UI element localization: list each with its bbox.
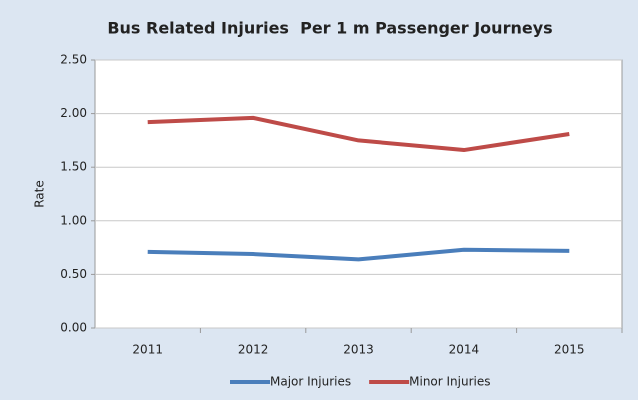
- plot-area: [94, 59, 623, 329]
- x-tick-label: 2015: [554, 343, 585, 357]
- y-axis-label: Rate: [33, 180, 47, 208]
- y-tick-label: 1.50: [60, 160, 87, 174]
- chart-title: Bus Related Injuries Per 1 m Passenger J…: [107, 19, 552, 38]
- x-tick-label: 2012: [238, 343, 269, 357]
- series-line: [147, 115, 570, 153]
- y-tick-label: 0.00: [60, 321, 87, 335]
- y-tick-label: 0.50: [60, 267, 87, 281]
- x-tick-label: 2014: [449, 343, 480, 357]
- series-line: [147, 247, 570, 262]
- x-tick-label: 2013: [343, 343, 374, 357]
- y-tick-label: 2.50: [60, 53, 87, 67]
- x-tick-label: 2011: [132, 343, 163, 357]
- legend-label: Minor Injuries: [409, 375, 490, 389]
- y-tick-label: 1.00: [60, 213, 87, 227]
- y-tick-label: 2.00: [60, 106, 87, 120]
- legend-label: Major Injuries: [270, 375, 351, 389]
